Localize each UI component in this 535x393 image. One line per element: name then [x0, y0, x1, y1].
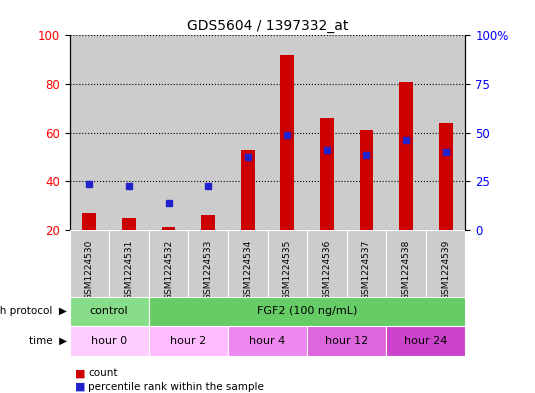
Text: GSM1224532: GSM1224532: [164, 240, 173, 300]
Bar: [162, 228, 175, 230]
Text: ■: ■: [75, 382, 86, 392]
Bar: [439, 123, 453, 230]
Bar: [149, 230, 188, 297]
Text: hour 12: hour 12: [325, 336, 368, 346]
Bar: [386, 326, 465, 356]
Bar: [347, 230, 386, 297]
Bar: [426, 230, 465, 297]
Text: hour 0: hour 0: [91, 336, 127, 346]
Text: GSM1224531: GSM1224531: [125, 240, 133, 300]
Bar: [360, 130, 373, 230]
Bar: [149, 35, 188, 230]
Bar: [347, 35, 386, 230]
Bar: [307, 230, 347, 297]
Bar: [122, 218, 136, 230]
Bar: [307, 326, 386, 356]
Bar: [268, 35, 307, 230]
Text: control: control: [90, 307, 128, 316]
Bar: [307, 35, 347, 230]
Bar: [188, 230, 228, 297]
Text: GSM1224536: GSM1224536: [323, 240, 331, 300]
Bar: [82, 213, 96, 230]
Text: hour 2: hour 2: [170, 336, 207, 346]
Text: count: count: [88, 368, 118, 378]
Bar: [188, 35, 228, 230]
Bar: [109, 230, 149, 297]
Text: GSM1224530: GSM1224530: [85, 240, 94, 300]
Title: GDS5604 / 1397332_at: GDS5604 / 1397332_at: [187, 19, 348, 33]
Bar: [228, 35, 268, 230]
Bar: [70, 297, 149, 326]
Text: hour 4: hour 4: [249, 336, 286, 346]
Bar: [70, 230, 109, 297]
Text: GSM1224533: GSM1224533: [204, 240, 212, 300]
Text: GSM1224539: GSM1224539: [441, 240, 450, 300]
Bar: [228, 326, 307, 356]
Text: time  ▶: time ▶: [29, 336, 67, 346]
Text: ■: ■: [75, 368, 86, 378]
Text: GSM1224537: GSM1224537: [362, 240, 371, 300]
Bar: [149, 297, 465, 326]
Bar: [386, 230, 426, 297]
Text: percentile rank within the sample: percentile rank within the sample: [88, 382, 264, 392]
Text: GSM1224534: GSM1224534: [243, 240, 252, 300]
Bar: [386, 35, 426, 230]
Bar: [228, 230, 268, 297]
Text: hour 24: hour 24: [404, 336, 448, 346]
Bar: [426, 35, 465, 230]
Bar: [201, 215, 215, 230]
Bar: [399, 82, 413, 230]
Bar: [109, 35, 149, 230]
Text: GSM1224538: GSM1224538: [402, 240, 410, 300]
Bar: [149, 326, 228, 356]
Bar: [280, 55, 294, 230]
Bar: [268, 230, 307, 297]
Text: FGF2 (100 ng/mL): FGF2 (100 ng/mL): [257, 307, 357, 316]
Bar: [70, 326, 149, 356]
Bar: [70, 35, 109, 230]
Bar: [241, 150, 255, 230]
Bar: [320, 118, 334, 230]
Text: GSM1224535: GSM1224535: [283, 240, 292, 300]
Text: growth protocol  ▶: growth protocol ▶: [0, 307, 67, 316]
